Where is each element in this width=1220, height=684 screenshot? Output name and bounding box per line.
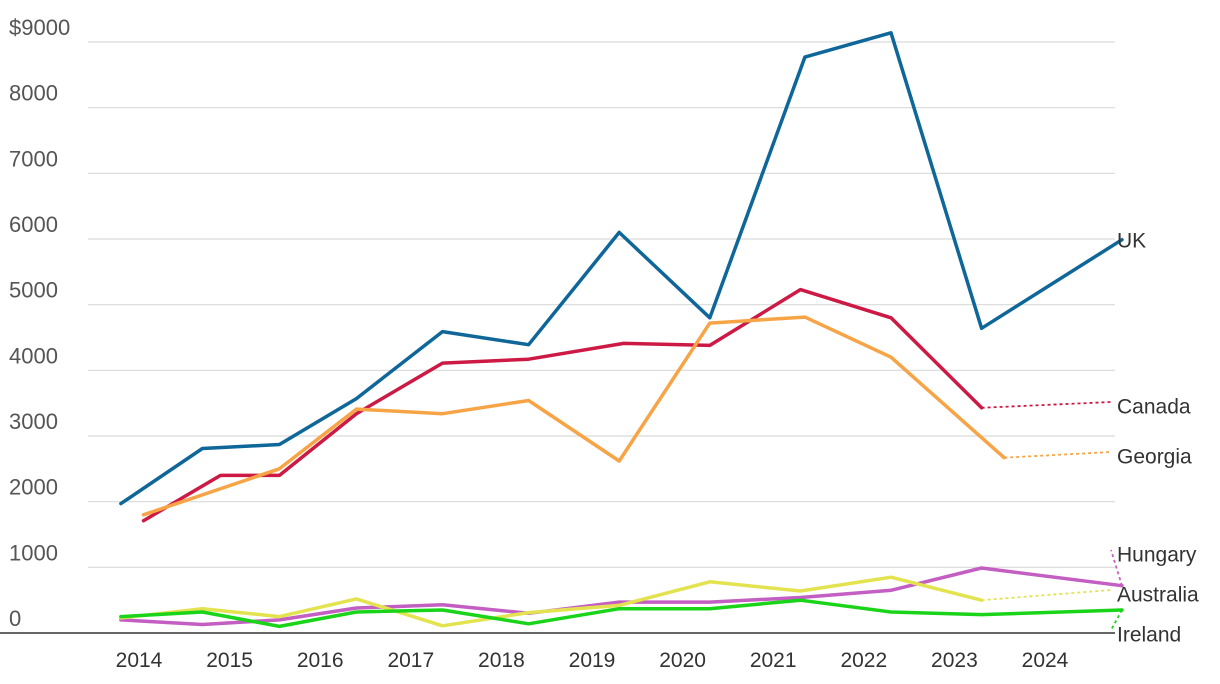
x-tick-label-2020: 2020: [659, 649, 706, 672]
y-tick-label-4000: 4000: [9, 343, 58, 368]
series-label-georgia: Georgia: [1117, 446, 1192, 469]
x-axis-ticks: 2014 2015 2016 2017 2018 2019 2020 2021 2022 2023…: [116, 649, 1069, 672]
gridlines: [88, 41, 1115, 568]
y-tick-label-0: 0: [9, 606, 21, 631]
x-tick-label-2022: 2022: [840, 649, 887, 672]
series-label-ireland: Ireland: [1117, 624, 1181, 647]
series-line-georgia: [141, 315, 1006, 517]
x-tick-label-2016: 2016: [297, 649, 344, 672]
label-connector-australia: [981, 589, 1112, 602]
series-label-canada: Canada: [1117, 396, 1191, 419]
series-label-hungary: Hungary: [1117, 544, 1197, 567]
y-axis-ticks: 0 1000 2000 3000 4000 5000 6000 7000 8000 $9000: [9, 15, 70, 631]
x-tick-label-2015: 2015: [206, 649, 253, 672]
y-tick-label-5000: 5000: [9, 278, 58, 303]
series-labels: UK Canada Georgia Hungary Australia Ireland: [1117, 230, 1199, 647]
x-tick-label-2021: 2021: [750, 649, 797, 672]
label-connector-hungary: [1110, 549, 1123, 586]
y-tick-label-3000: 3000: [9, 409, 58, 434]
y-tick-label-8000: 8000: [9, 81, 58, 106]
series-label-uk: UK: [1117, 230, 1146, 253]
y-tick-label-1000: 1000: [9, 540, 58, 565]
x-tick-label-2017: 2017: [387, 649, 434, 672]
x-tick-label-2014: 2014: [116, 649, 163, 672]
x-tick-label-2019: 2019: [569, 649, 616, 672]
label-connector-ireland: [1110, 609, 1123, 631]
label-connectors: [981, 401, 1123, 631]
x-tick-label-2024: 2024: [1022, 649, 1069, 672]
x-tick-label-2018: 2018: [478, 649, 525, 672]
series-line-canada: [141, 287, 984, 523]
y-tick-label-6000: 6000: [9, 212, 58, 237]
series-line-australia: [119, 575, 984, 628]
series-lines: [119, 31, 1124, 629]
y-tick-label-2000: 2000: [9, 475, 58, 500]
series-line-ireland: [119, 598, 1124, 629]
series-line-uk: [119, 31, 1124, 506]
label-connector-georgia: [1004, 451, 1112, 459]
series-label-australia: Australia: [1117, 584, 1199, 607]
label-connector-canada: [981, 401, 1112, 409]
y-tick-label-7000: 7000: [9, 146, 58, 171]
y-tick-label-9000: $9000: [9, 15, 70, 40]
x-tick-label-2023: 2023: [931, 649, 978, 672]
